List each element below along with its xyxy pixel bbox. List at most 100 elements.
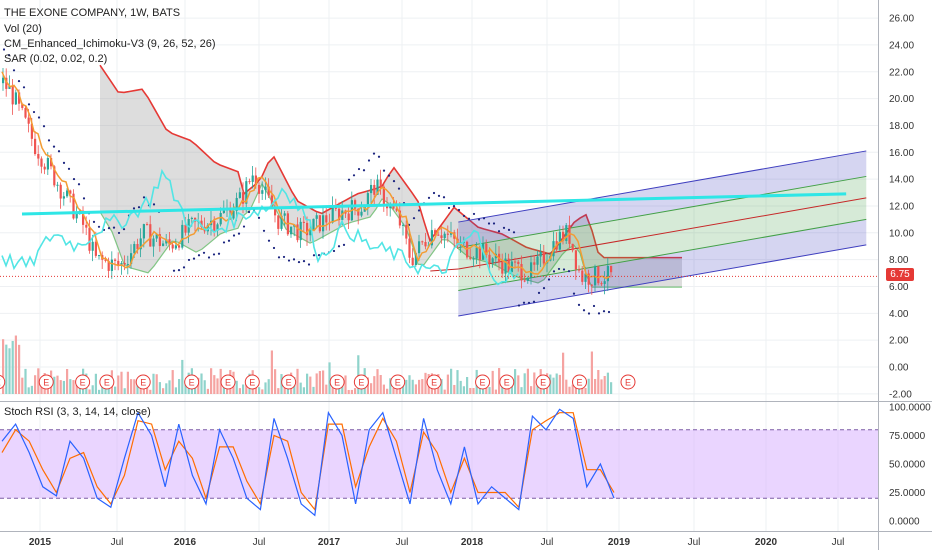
sar-dot xyxy=(72,177,76,181)
volume-bar xyxy=(315,373,318,394)
sar-dot xyxy=(137,206,141,209)
candle-body xyxy=(590,284,593,286)
volume-bar xyxy=(402,380,405,394)
sar-dot xyxy=(132,207,136,210)
candle-body xyxy=(94,241,97,256)
sar-dot xyxy=(2,48,6,51)
candle-body xyxy=(392,204,395,209)
volume-bar xyxy=(146,387,149,394)
sar-dot xyxy=(307,263,311,266)
candle-body xyxy=(155,234,158,239)
sar-dot xyxy=(467,217,471,220)
candle-body xyxy=(82,210,85,225)
candle-body xyxy=(21,103,24,108)
volume-bar xyxy=(584,387,587,394)
volume-bar xyxy=(21,377,24,394)
candle-body xyxy=(222,210,225,213)
earnings-label: E xyxy=(540,378,546,388)
volume-bar xyxy=(37,368,40,394)
volume-bar xyxy=(162,388,165,394)
candle-body xyxy=(533,262,536,265)
volume-bar xyxy=(130,379,133,394)
earnings-circle xyxy=(0,374,6,390)
volume-bar xyxy=(72,380,75,394)
candle-body xyxy=(414,253,417,266)
volume-bar xyxy=(501,385,504,394)
volume-bar xyxy=(197,377,200,394)
earnings-marker: E xyxy=(620,374,636,390)
stoch-tick-label: 25.0000 xyxy=(889,488,926,499)
volume-bar xyxy=(283,383,286,394)
channel-upper-inner-line xyxy=(458,175,867,249)
sar-dot xyxy=(352,174,356,177)
volume-bar xyxy=(462,386,465,394)
sar-dot xyxy=(487,222,491,225)
earnings-circle xyxy=(426,374,442,390)
volume-bar xyxy=(411,379,414,394)
volume-bar xyxy=(210,368,213,394)
volume-bar xyxy=(414,384,417,394)
earnings-label: E xyxy=(225,378,231,388)
candle-body xyxy=(174,245,177,249)
sar-dot xyxy=(247,210,251,214)
earnings-circle xyxy=(75,374,91,390)
channel-lower-outer-band xyxy=(458,219,867,317)
sar-dot xyxy=(227,239,231,242)
volume-bar xyxy=(277,388,280,394)
volume-bar xyxy=(200,373,203,394)
chikou-line xyxy=(1,168,519,286)
earnings-label: E xyxy=(431,378,437,388)
sar-dot xyxy=(537,291,541,295)
candle-body xyxy=(264,186,267,191)
volume-bar xyxy=(491,370,494,394)
volume-bar xyxy=(318,370,321,394)
time-tick-label: Jul xyxy=(111,537,124,548)
volume-bar xyxy=(75,384,78,394)
sar-dot xyxy=(262,229,266,232)
candle-body xyxy=(373,184,376,195)
volume-bar xyxy=(382,384,385,394)
volume-bar xyxy=(168,380,171,394)
volume-bar xyxy=(136,384,139,394)
candle-body xyxy=(88,227,91,251)
candle-body xyxy=(5,77,8,89)
volume-bar xyxy=(494,389,497,394)
earnings-circle xyxy=(38,374,54,390)
sar-dot xyxy=(82,197,86,200)
candle-body xyxy=(40,158,43,167)
volume-bar xyxy=(523,373,526,394)
candle-body xyxy=(133,244,136,254)
candle-body xyxy=(117,260,120,266)
volume-bar xyxy=(126,371,129,394)
candle-body xyxy=(69,190,72,194)
sar-dot xyxy=(172,269,176,272)
volume-bar xyxy=(24,368,27,394)
candle-body xyxy=(443,233,446,239)
volume-bar xyxy=(158,382,161,394)
earnings-circle xyxy=(620,374,636,390)
earnings-marker: E xyxy=(75,374,91,390)
volume-bar xyxy=(478,384,481,394)
volume-bar xyxy=(360,386,363,394)
sar-dot xyxy=(347,178,351,181)
candle-body xyxy=(142,224,145,239)
sar-dot xyxy=(447,206,451,210)
candle-body xyxy=(59,184,62,199)
earnings-marker: E xyxy=(329,374,345,390)
earnings-circle xyxy=(244,374,260,390)
earnings-marker: E xyxy=(184,374,200,390)
volume-bar xyxy=(56,375,59,394)
time-tick-label: 2016 xyxy=(174,537,197,548)
sar-dot xyxy=(77,183,81,186)
volume-bar xyxy=(213,375,216,394)
sar-dot xyxy=(557,267,561,271)
sar-dot xyxy=(452,205,456,208)
earnings-circle xyxy=(220,374,236,390)
earnings-circle xyxy=(390,374,406,390)
legend-volume: Vol (20) xyxy=(4,23,42,35)
volume-bar xyxy=(453,384,456,394)
candle-body xyxy=(24,107,27,118)
sar-dot xyxy=(577,303,581,307)
candle-body xyxy=(574,250,577,270)
